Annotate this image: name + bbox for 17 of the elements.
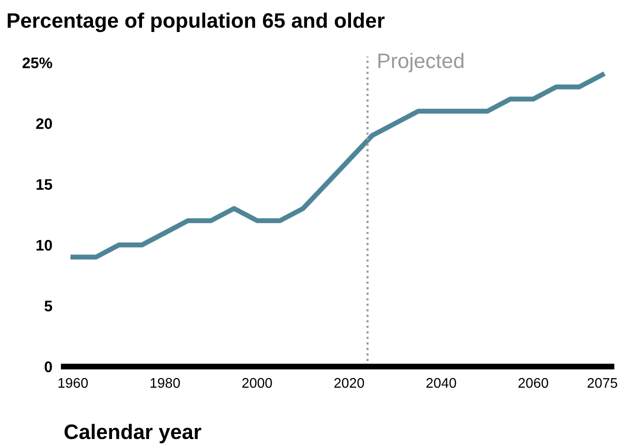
y-tick-label: 5 — [44, 300, 52, 312]
x-tick-label: 2060 — [518, 378, 548, 388]
x-tick-label: 2075 — [588, 378, 618, 388]
x-tick-label: 2000 — [242, 378, 272, 388]
y-tick-label: 0 — [44, 361, 52, 372]
x-tick-label: 1960 — [58, 378, 88, 388]
chart-title: Percentage of population 65 and older — [8, 12, 385, 32]
line-series — [70, 72, 605, 260]
y-tick-label: 20 — [36, 118, 52, 130]
x-axis-title: Calendar year — [64, 424, 202, 444]
y-tick-label: 15 — [36, 179, 52, 190]
ref-line-label: Projected — [378, 52, 464, 72]
y-tick-label: 10 — [36, 240, 52, 251]
x-tick-label: 2040 — [426, 378, 456, 388]
y-tick-label: 25% — [22, 57, 52, 68]
x-tick-label: 1980 — [150, 378, 180, 388]
x-tick-label: 2020 — [334, 378, 364, 388]
